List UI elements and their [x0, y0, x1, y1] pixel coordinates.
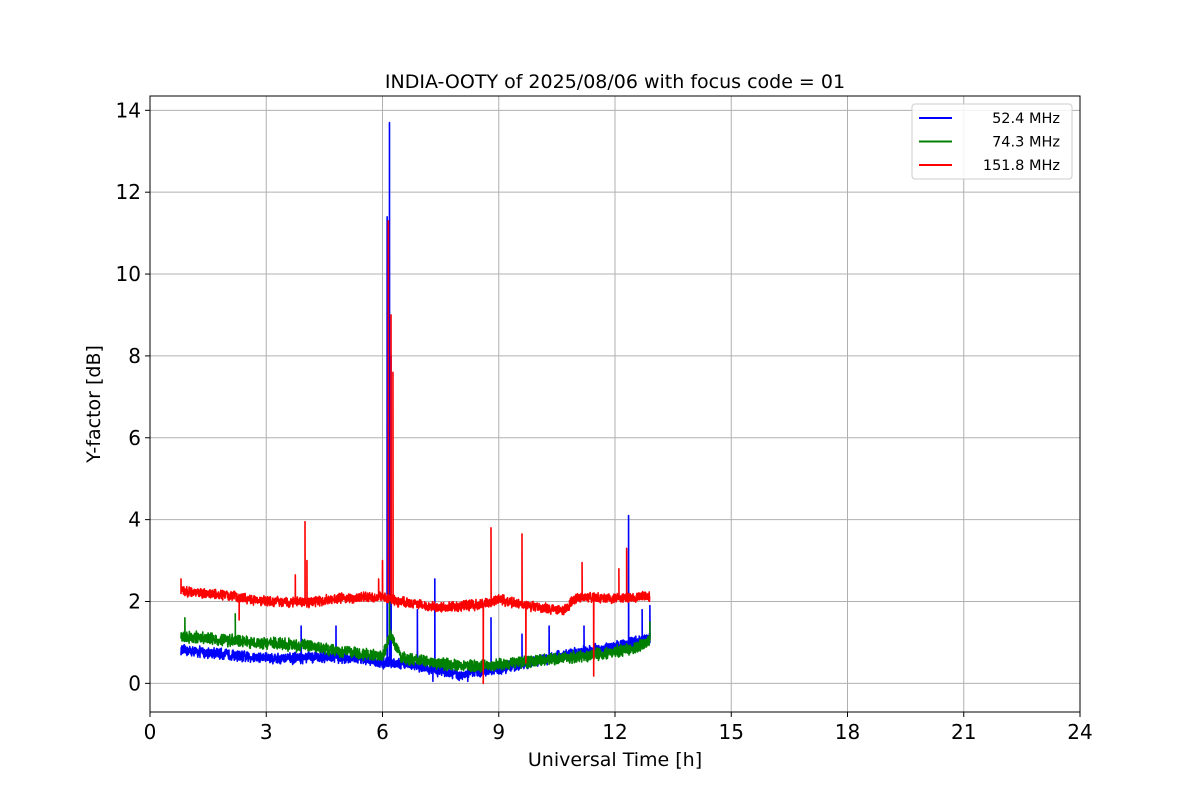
x-tick-label: 24 — [1067, 720, 1092, 744]
x-tick-label: 12 — [602, 720, 627, 744]
legend-label: 151.8 MHz — [983, 158, 1060, 174]
x-tick-label: 6 — [376, 720, 389, 744]
x-axis-label: Universal Time [h] — [528, 749, 702, 771]
y-tick-label: 8 — [128, 344, 141, 368]
chart-title: INDIA-OOTY of 2025/08/06 with focus code… — [385, 71, 845, 93]
y-tick-label: 0 — [128, 671, 141, 695]
y-tick-label: 2 — [128, 589, 141, 613]
legend-box — [911, 103, 1073, 180]
y-tick-label: 6 — [128, 426, 141, 450]
legend-label: 52.4 MHz — [992, 111, 1060, 127]
y-tick-label: 12 — [116, 180, 141, 204]
series-line-0 — [180, 121, 651, 683]
legend: 52.4 MHz 74.3 MHz 151.8 MHz — [911, 103, 1073, 180]
legend-label: 74.3 MHz — [992, 135, 1060, 151]
y-tick-label: 14 — [116, 98, 141, 122]
x-tick-label: 9 — [492, 720, 505, 744]
series-line-2 — [180, 220, 651, 685]
x-tick-label: 15 — [719, 720, 744, 744]
x-tick-label: 3 — [260, 720, 273, 744]
y-tick-label: 4 — [128, 508, 141, 532]
series-lines — [180, 121, 651, 685]
series-line-1 — [180, 598, 651, 673]
y-axis-label: Y-factor [dB] — [83, 345, 105, 464]
x-tick-label: 0 — [144, 720, 157, 744]
y-tick-label: 10 — [116, 262, 141, 286]
x-tick-label: 18 — [835, 720, 860, 744]
x-tick-label: 21 — [951, 720, 976, 744]
